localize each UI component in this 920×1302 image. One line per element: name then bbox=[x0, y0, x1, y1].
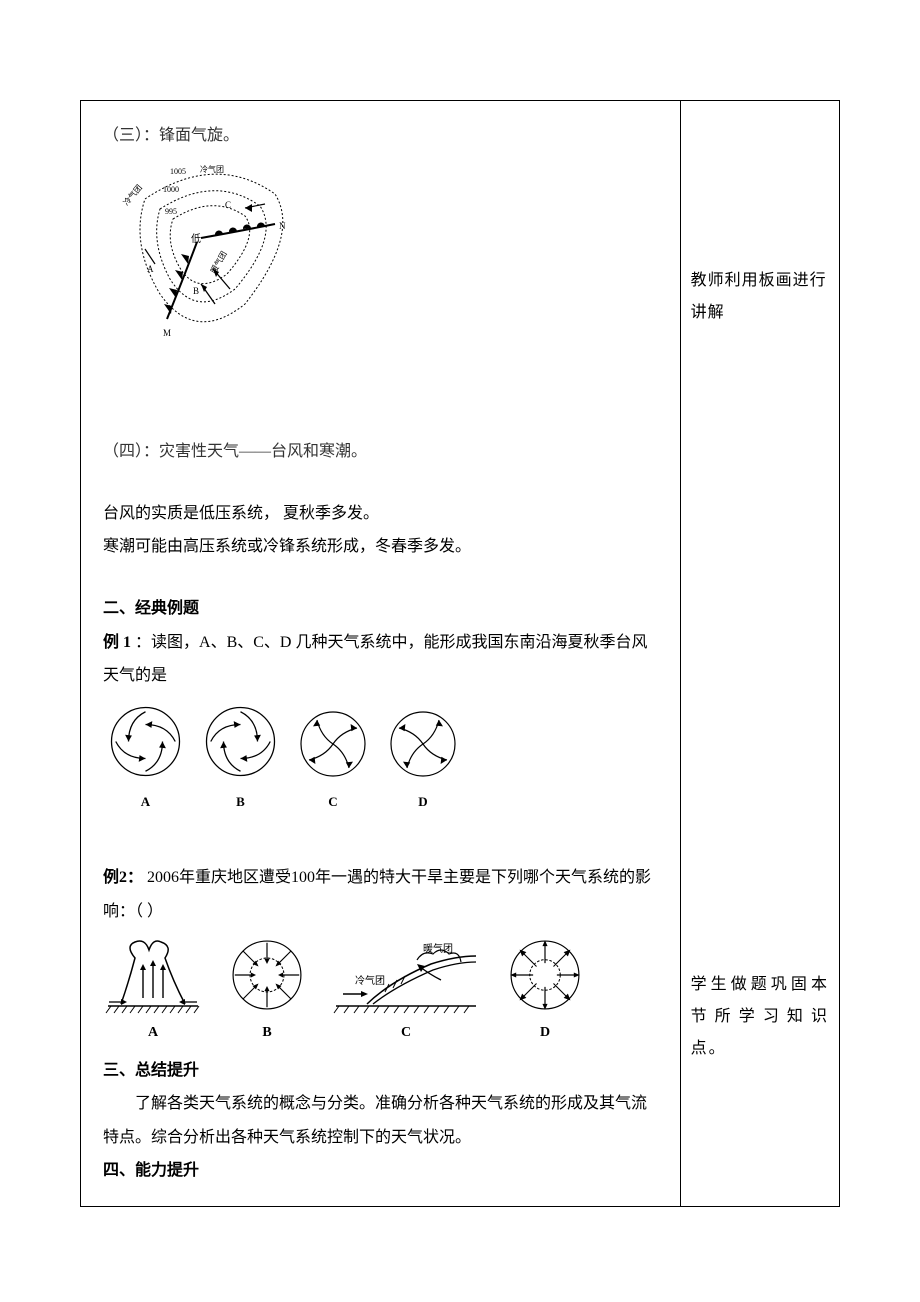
teacher-note-1: 教师利用板画进行讲解 bbox=[691, 265, 829, 329]
teacher-note-2: 学生做题巩固本节所学习知识点。 bbox=[691, 969, 829, 1065]
cyclone-svg: 低 1005 1000 995 A bbox=[115, 159, 305, 349]
spiral-label-a: A bbox=[103, 788, 188, 815]
coldwave-line: 寒潮可能由高压系统或冷锋系统形成，冬春季多发。 bbox=[103, 530, 658, 564]
system-c: 暖气团 冷气团 C bbox=[331, 936, 481, 1047]
spiral-c: C bbox=[293, 704, 373, 815]
example-2-label: 例2： bbox=[103, 869, 143, 886]
spiral-label-b: B bbox=[198, 788, 283, 815]
section-summary-heading: 三、总结提升 bbox=[103, 1054, 658, 1088]
system-label-a: A bbox=[103, 1018, 203, 1047]
spiral-b: B bbox=[198, 699, 283, 815]
spiral-options-row: A B bbox=[103, 699, 658, 815]
example-2: 例2： 2006年重庆地区遭受100年一遇的特大干旱主要是下列哪个天气系统的影响… bbox=[103, 861, 658, 928]
system-label-c: C bbox=[331, 1018, 481, 1047]
spiral-d: D bbox=[383, 704, 463, 815]
svg-text:冷气团: 冷气团 bbox=[355, 974, 385, 987]
system-label-b: B bbox=[221, 1018, 313, 1047]
frontal-cyclone-diagram: 低 1005 1000 995 A bbox=[115, 159, 658, 362]
svg-text:N: N bbox=[279, 221, 286, 231]
system-b: B bbox=[221, 936, 313, 1047]
svg-text:冷气团: 冷气团 bbox=[121, 182, 144, 207]
section-4-heading: （四）：灾害性天气——台风和寒潮。 bbox=[103, 435, 658, 469]
main-content-cell: （三）：锋面气旋。 低 1005 1000 995 bbox=[81, 101, 681, 1207]
spiral-a: A bbox=[103, 699, 188, 815]
svg-text:B: B bbox=[193, 286, 199, 296]
svg-text:1000: 1000 bbox=[163, 185, 179, 194]
typhoon-line: 台风的实质是低压系统， 夏秋季多发。 bbox=[103, 497, 658, 531]
svg-text:暖气团: 暖气团 bbox=[423, 942, 453, 955]
svg-text:995: 995 bbox=[165, 207, 177, 216]
system-label-d: D bbox=[499, 1018, 591, 1047]
spiral-label-d: D bbox=[383, 788, 463, 815]
system-options-row: A B bbox=[103, 936, 658, 1047]
side-notes-cell: 教师利用板画进行讲解 学生做题巩固本节所学习知识点。 bbox=[680, 101, 839, 1207]
spiral-label-c: C bbox=[293, 788, 373, 815]
svg-text:A: A bbox=[147, 264, 154, 274]
example-1: 例 1 ：读图，A、B、C、D 几种天气系统中，能形成我国东南沿海夏秋季台风天气… bbox=[103, 626, 658, 693]
summary-text: 了解各类天气系统的概念与分类。准确分析各种天气系统的形成及其气流特点。综合分析出… bbox=[103, 1087, 658, 1154]
svg-text:M: M bbox=[163, 328, 171, 338]
system-a: A bbox=[103, 936, 203, 1047]
svg-text:冷气团: 冷气团 bbox=[200, 164, 224, 174]
section-3-heading: （三）：锋面气旋。 bbox=[103, 119, 658, 153]
example-1-label: 例 1 bbox=[103, 634, 135, 651]
svg-text:C: C bbox=[225, 200, 231, 210]
example-1-text: ：读图，A、B、C、D 几种天气系统中，能形成我国东南沿海夏秋季台风天气的是 bbox=[103, 634, 647, 685]
example-2-text: 2006年重庆地区遭受100年一遇的特大干旱主要是下列哪个天气系统的影响：（ ） bbox=[103, 869, 651, 920]
system-d: D bbox=[499, 936, 591, 1047]
lesson-table: （三）：锋面气旋。 低 1005 1000 995 bbox=[80, 100, 840, 1207]
section-examples-heading: 二、经典例题 bbox=[103, 592, 658, 626]
svg-text:暖气团: 暖气团 bbox=[208, 249, 229, 275]
section-ability-heading: 四、能力提升 bbox=[103, 1154, 658, 1188]
svg-text:1005: 1005 bbox=[170, 167, 186, 176]
